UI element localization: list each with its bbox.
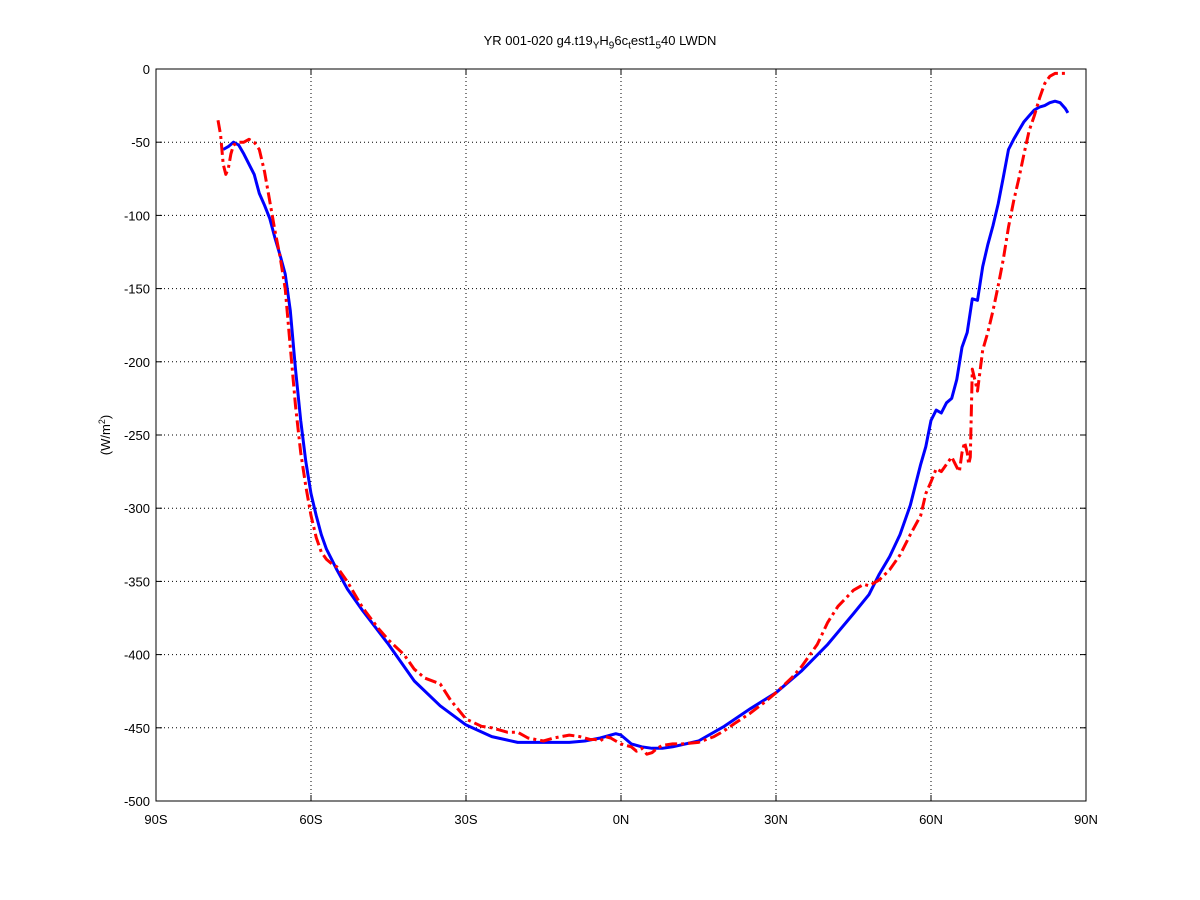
y-tick-label: -500 (124, 794, 150, 809)
series-line-2 (216, 71, 1066, 756)
x-tick-label: 30N (764, 812, 788, 827)
title-part: YR 001-020 g4.t19 (483, 33, 593, 48)
x-tick-label: 90N (1074, 812, 1098, 827)
title-part: Y (592, 40, 600, 52)
y-tick-label: -450 (124, 721, 150, 736)
y-tick-label: 0 (143, 62, 150, 77)
title-part: H (599, 33, 609, 48)
x-tick-label: 90S (144, 812, 167, 827)
chart-title: YR 001-020 g4.t19YH96ctest1540 LWDN (0, 33, 1200, 52)
ticks (155, 68, 1087, 802)
x-tick-label: 60S (299, 812, 322, 827)
title-part: 40 LWDN (661, 33, 717, 48)
title-part: 9 (608, 40, 615, 52)
y-tick-label: -250 (124, 428, 150, 443)
title-part: est1 (630, 33, 656, 48)
title-part: 6c (614, 33, 629, 48)
x-tick-label: 30S (454, 812, 477, 827)
x-tick-label: 60N (919, 812, 943, 827)
tick-labels: 90S 60S 30S 0N 30N 60N 90N 0 -50 -100 -150 -200 -250… (124, 62, 1098, 827)
x-tick-label: 0N (613, 812, 630, 827)
series-line-1 (222, 99, 1070, 750)
title-part: 5 (655, 40, 662, 52)
grid (156, 69, 1086, 801)
y-tick-label: -350 (124, 574, 150, 589)
y-tick-label: -50 (131, 135, 150, 150)
y-tick-label: -150 (124, 282, 150, 297)
y-tick-label: -300 (124, 501, 150, 516)
title-part: t (628, 40, 631, 52)
series-group (216, 71, 1070, 756)
y-tick-label: -100 (124, 208, 150, 223)
y-tick-label: -200 (124, 355, 150, 370)
y-tick-label: -400 (124, 648, 150, 663)
